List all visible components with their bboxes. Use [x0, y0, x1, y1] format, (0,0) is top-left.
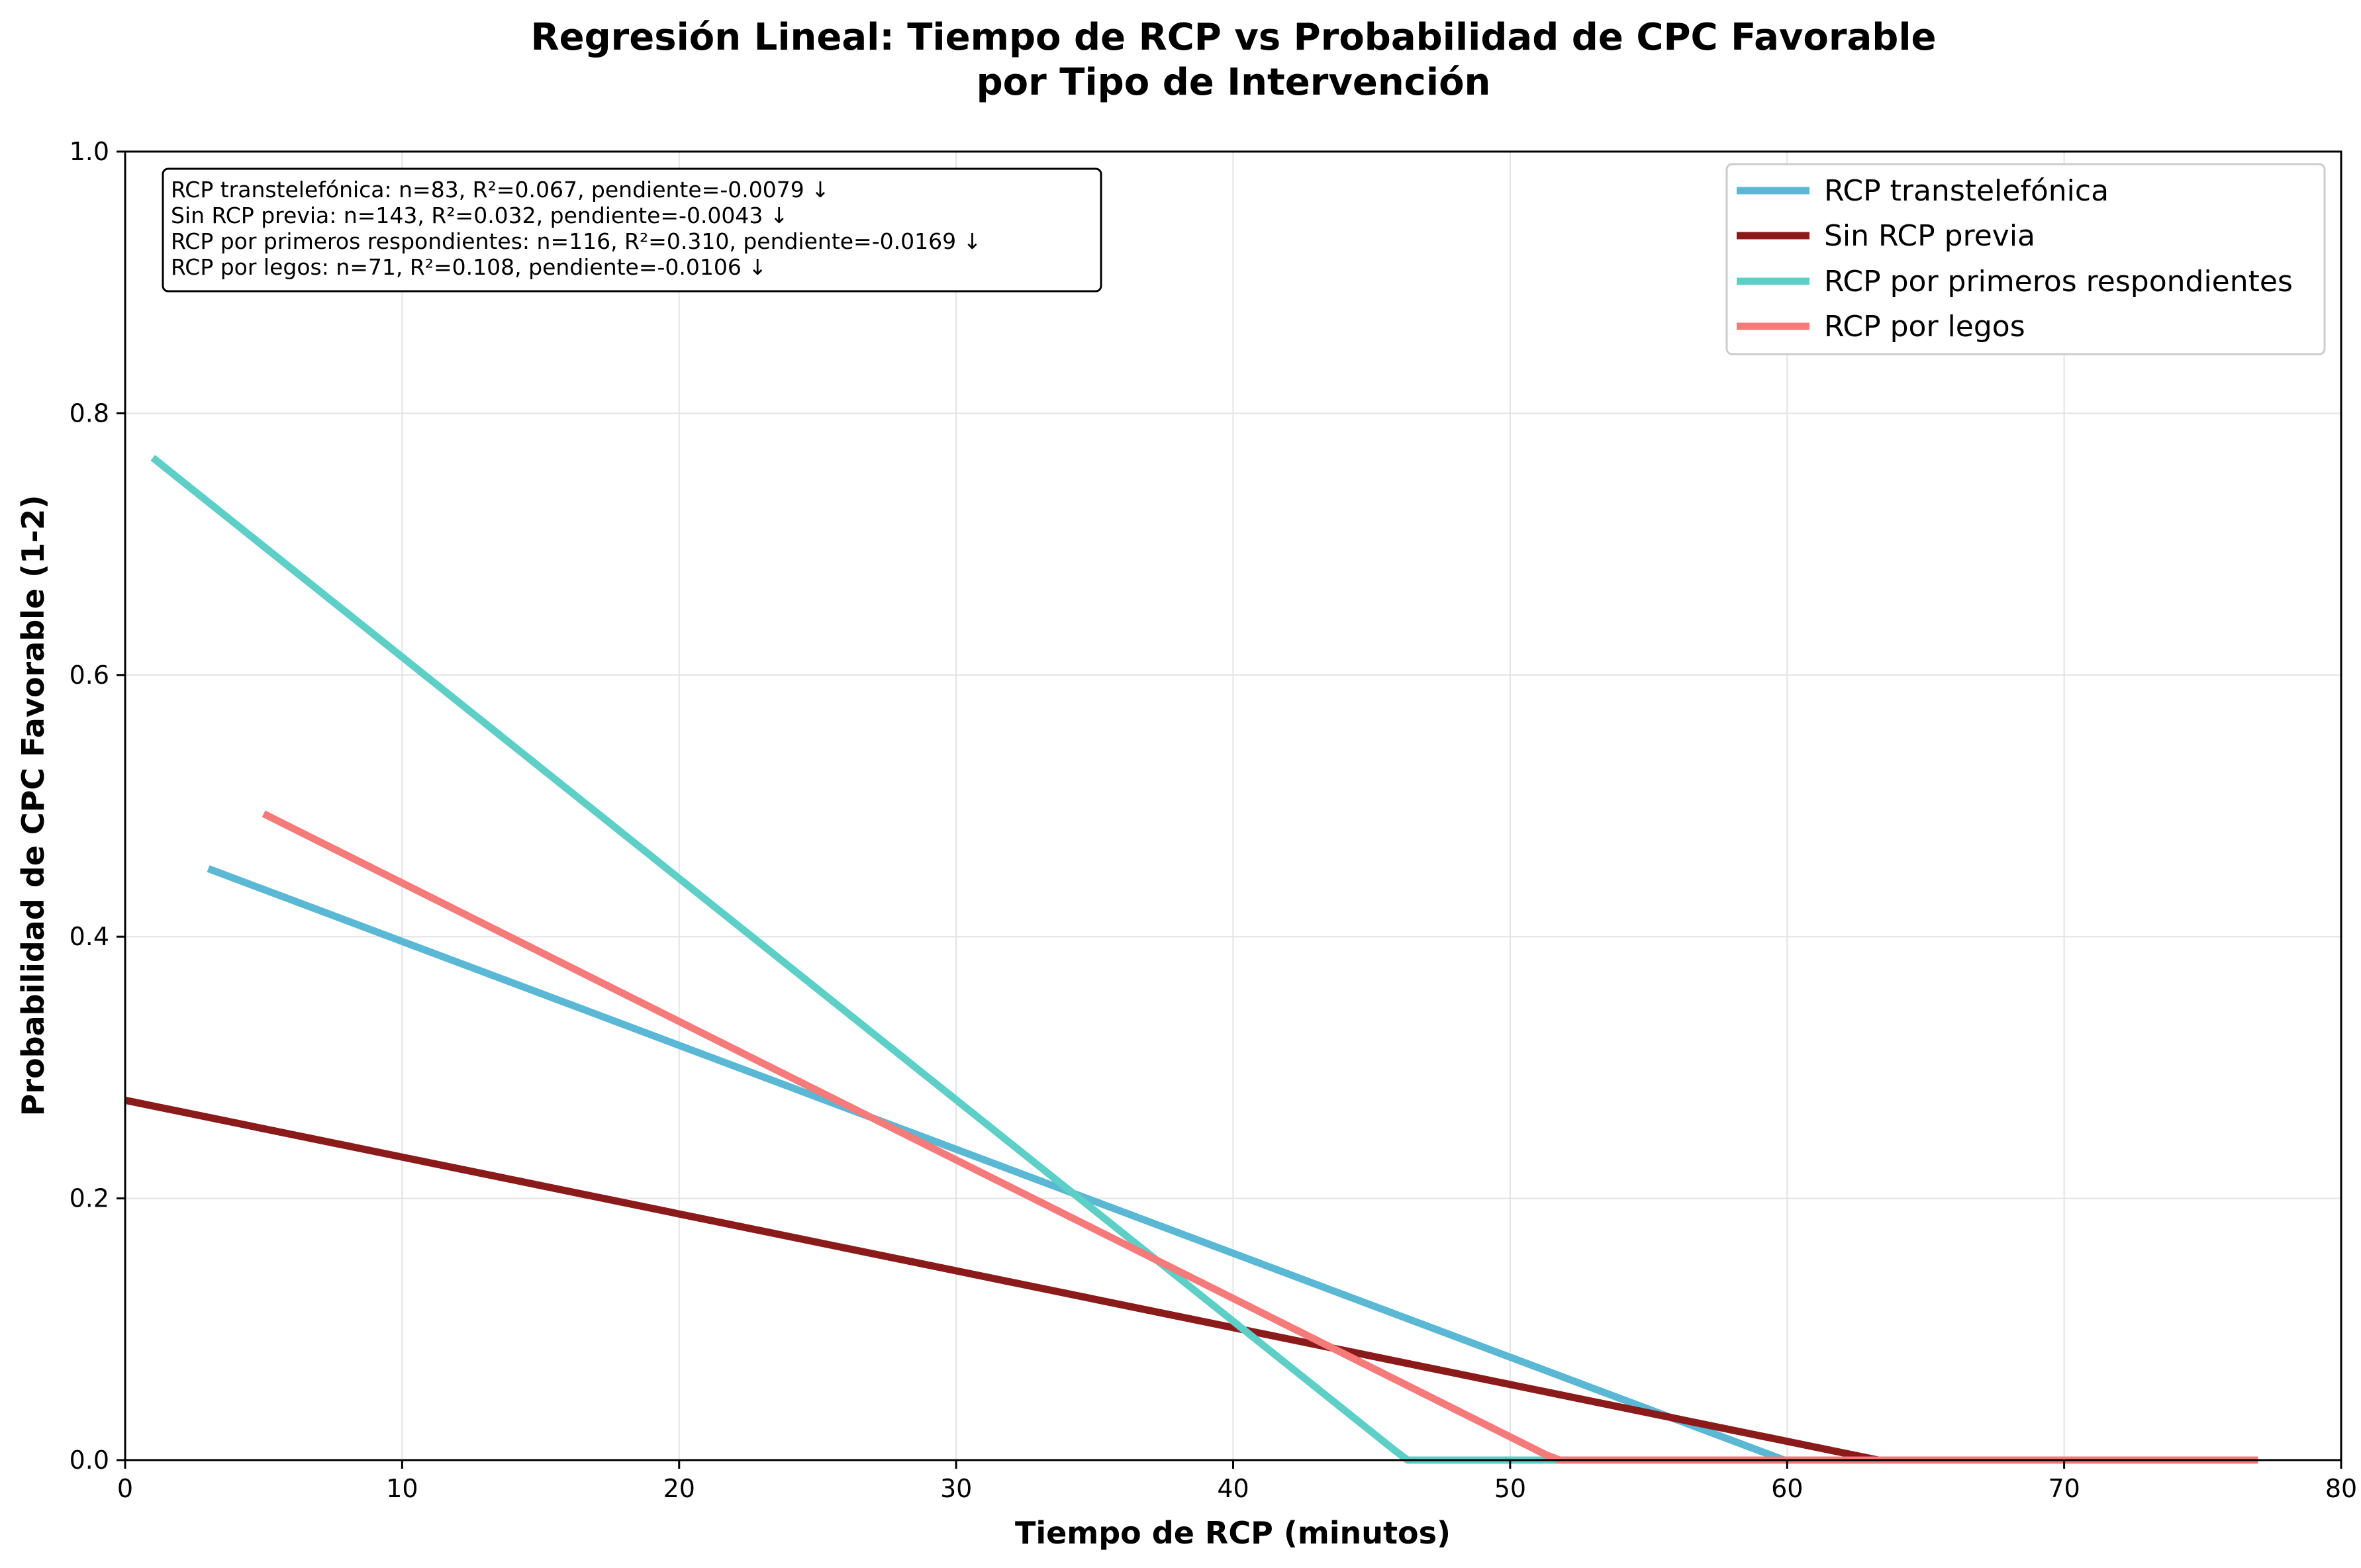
- x-axis-ticks: 0 10 20 30 40 50 60 70 80: [117, 1460, 2357, 1503]
- x-tick-label: 70: [2048, 1474, 2080, 1503]
- y-tick-label: 0.0: [70, 1446, 109, 1475]
- legend-label: RCP transtelefónica: [1824, 174, 2109, 208]
- legend-frame: [1725, 163, 2326, 355]
- x-tick-label: 10: [386, 1474, 418, 1503]
- y-tick-label: 0.4: [70, 922, 109, 951]
- legend-label: RCP por primeros respondientes: [1824, 265, 2293, 299]
- stats-box-frame: [162, 167, 1102, 293]
- legend-label: RCP por legos: [1824, 310, 2025, 344]
- x-tick-label: 80: [2325, 1474, 2357, 1503]
- chart-subtitle: por Tipo de Intervención: [977, 61, 1491, 104]
- legend: RCP transtelefónica Sin RCP previa RCP p…: [1725, 163, 2326, 355]
- y-tick-label: 0.8: [70, 398, 109, 428]
- stats-line: RCP por legos: n=71, R²=0.108, pendiente…: [171, 254, 767, 280]
- x-tick-label: 50: [1494, 1474, 1526, 1503]
- stats-box: RCP transtelefónica: n=83, R²=0.067, pen…: [162, 167, 1102, 293]
- x-tick-label: 40: [1217, 1474, 1249, 1503]
- x-tick-label: 60: [1771, 1474, 1803, 1503]
- y-tick-label: 0.6: [70, 661, 109, 690]
- y-tick-label: 0.2: [70, 1184, 109, 1213]
- x-tick-label: 30: [940, 1474, 972, 1503]
- stats-line: RCP por primeros respondientes: n=116, R…: [171, 228, 981, 254]
- x-axis-label: Tiempo de RCP (minutos): [1015, 1515, 1451, 1551]
- x-tick-label: 20: [663, 1474, 695, 1503]
- x-tick-label: 0: [117, 1474, 133, 1503]
- y-axis-label: Probabilidad de CPC Favorable (1-2): [15, 495, 51, 1117]
- stats-line: RCP transtelefónica: n=83, R²=0.067, pen…: [171, 177, 830, 203]
- stats-line: Sin RCP previa: n=143, R²=0.032, pendien…: [171, 203, 789, 228]
- y-axis-ticks: 0.0 0.2 0.4 0.6 0.8 1.0: [70, 137, 125, 1475]
- y-tick-label: 1.0: [70, 137, 109, 166]
- legend-label: Sin RCP previa: [1824, 219, 2035, 253]
- chart-title: Regresión Lineal: Tiempo de RCP vs Proba…: [530, 16, 1936, 59]
